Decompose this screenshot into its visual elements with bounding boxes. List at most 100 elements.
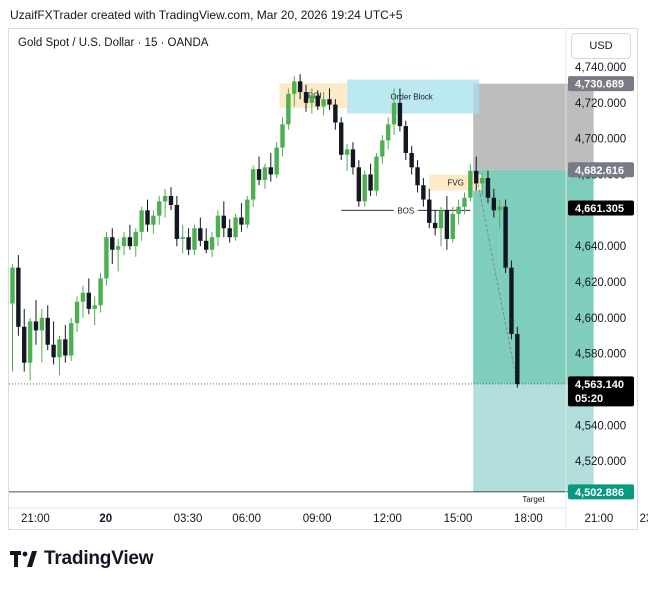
last-price-tag: 4,563.140 [575, 379, 624, 391]
candle-body [63, 339, 68, 356]
stop-loss-zone [473, 83, 594, 170]
candle-body [115, 246, 121, 250]
fvg-label: FVG [447, 179, 463, 188]
candle-body [450, 213, 455, 239]
candle-body [456, 206, 461, 214]
candle-body [180, 237, 185, 239]
candle-body [151, 215, 156, 225]
candle-body [438, 210, 444, 229]
x-tick-label: 15:00 [444, 513, 473, 525]
position-path-line [474, 169, 518, 384]
candle-body [127, 237, 133, 247]
candle-body [51, 344, 56, 358]
candle-body [362, 174, 367, 202]
candle-body [421, 185, 426, 200]
candle-body [368, 174, 373, 191]
candle-body [503, 206, 508, 268]
candle-body [415, 167, 420, 186]
candle-body [432, 222, 438, 229]
candle-body [239, 217, 244, 225]
candle-body [485, 178, 491, 198]
candle-body [286, 93, 291, 125]
x-tick-label: 12:00 [373, 513, 402, 525]
last-price-tag-bg [568, 376, 634, 407]
order-block-label: Order Block [391, 93, 434, 102]
candle-body [215, 215, 221, 238]
x-tick-label: 21:00 [21, 513, 50, 525]
candle-body [110, 237, 115, 250]
candle-body [262, 167, 268, 180]
stop-price-tag: 4,730.689 [575, 79, 624, 91]
candle-body [198, 228, 203, 241]
candle-body [186, 237, 191, 250]
x-tick-label: 06:00 [232, 513, 261, 525]
candle-body [22, 326, 27, 363]
candle-body [380, 140, 385, 157]
candle-body [98, 278, 103, 306]
candle-body [16, 267, 21, 327]
candle-body [33, 321, 39, 331]
candle-body [491, 197, 497, 211]
candle-body [339, 122, 344, 155]
candle-body [45, 317, 50, 345]
y-tick-label: 4,600.000 [575, 313, 626, 325]
candle-body [497, 206, 502, 211]
candle-body [479, 178, 485, 184]
candle-body [333, 104, 338, 123]
y-tick-label: 4,520.000 [575, 456, 626, 468]
candle-body [385, 124, 391, 141]
candle-body [427, 199, 432, 223]
candle-body [145, 210, 150, 225]
candle-body [474, 170, 479, 184]
x-tick-label: 23 [639, 513, 648, 525]
tradingview-logo[interactable]: TradingView [10, 548, 154, 570]
candle-body [403, 126, 408, 153]
target-price-tag: 4,502.886 [575, 487, 624, 499]
candle-body [327, 99, 332, 105]
candle-body [162, 195, 168, 202]
candle-body [204, 240, 209, 250]
y-tick-label: 4,640.000 [575, 241, 626, 253]
candle-body [350, 149, 356, 168]
y-tick-label: 4,580.000 [575, 349, 626, 361]
candle-body [468, 170, 473, 198]
candle-body [374, 156, 379, 191]
y-tick-label: 4,720.000 [575, 98, 626, 110]
candle-body [280, 124, 285, 148]
candle-body [292, 81, 297, 94]
candle-body [274, 147, 279, 175]
candle-body [221, 215, 227, 229]
candle-body [297, 81, 303, 93]
candle-body [321, 99, 326, 107]
candle-body [86, 292, 92, 309]
x-tick-label: 09:00 [303, 513, 332, 525]
candle-body [256, 169, 262, 180]
candle-body [303, 92, 309, 103]
candle-body [174, 204, 180, 239]
y-tick-label: 4,700.000 [575, 134, 626, 146]
entry-price-tag: 4,682.616 [575, 165, 624, 177]
bos-label: BOS [397, 206, 414, 215]
x-tick-label: 20 [99, 513, 112, 525]
candle-body [74, 301, 80, 324]
currency-button[interactable]: USD [571, 33, 631, 59]
candle-body [227, 228, 232, 238]
y-tick-label: 4,620.000 [575, 277, 626, 289]
order-block-zone [347, 79, 480, 114]
candle-body [121, 237, 127, 247]
candle-body [250, 169, 256, 200]
candle-body [157, 201, 162, 216]
entry-price-tag-bg [568, 162, 634, 178]
x-tick-label: 21:00 [584, 513, 613, 525]
x-tick-label: 03:30 [174, 513, 203, 525]
candle-body [10, 267, 15, 304]
candle-body [245, 199, 250, 225]
hover-price-tag: 4,661.305 [575, 203, 624, 215]
candle-body [192, 228, 197, 250]
target-label: Target [522, 495, 545, 504]
credit-line: UzaifFXTrader created with TradingView.c… [10, 8, 403, 22]
candle-body [309, 95, 315, 103]
last-price-tag-countdown: 05:20 [575, 393, 603, 405]
